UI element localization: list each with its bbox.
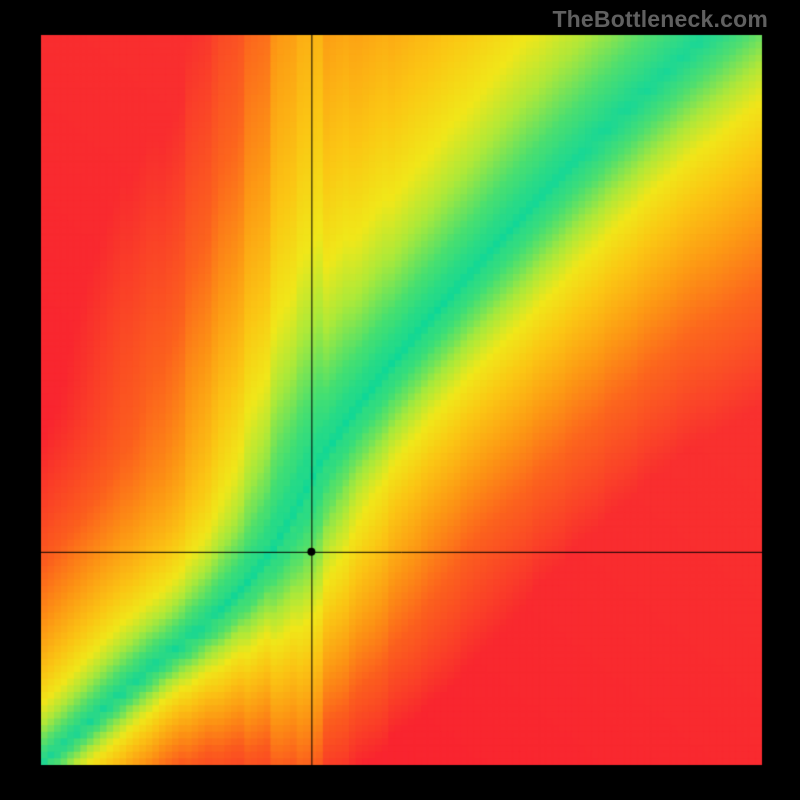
watermark: TheBottleneck.com <box>552 6 768 33</box>
heatmap-canvas <box>0 0 800 800</box>
chart-container: TheBottleneck.com <box>0 0 800 800</box>
